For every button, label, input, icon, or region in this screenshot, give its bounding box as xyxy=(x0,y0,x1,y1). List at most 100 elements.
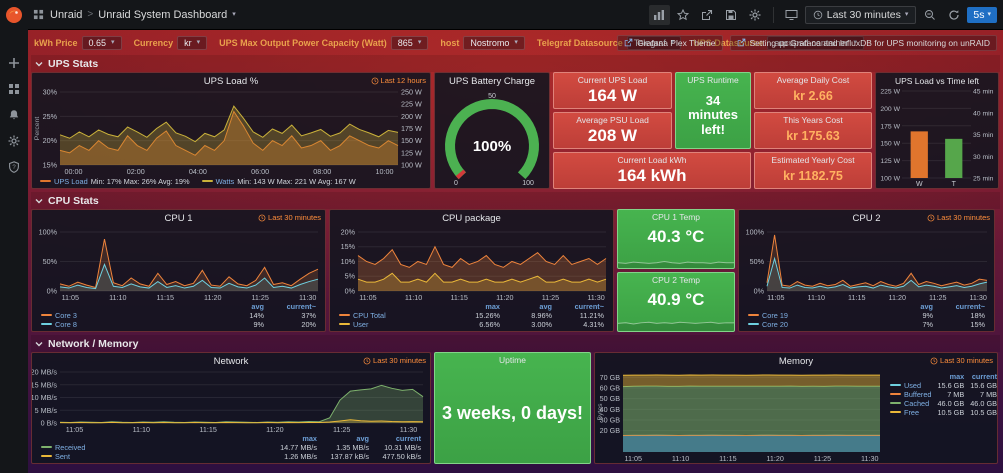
legend-column-header[interactable]: current~ xyxy=(286,302,316,311)
battery-gauge[interactable]: 0 50 100 100% xyxy=(435,88,549,188)
refresh-icon[interactable] xyxy=(943,5,964,25)
network-chart[interactable]: 20 MB/s 15 MB/s 10 MB/s 5 MB/s 0 B/s 11:05 11:… xyxy=(32,368,430,434)
help-shield-icon[interactable]: ? xyxy=(8,160,21,173)
panel-title[interactable]: Average Daily Cost xyxy=(776,75,850,85)
panel-title[interactable]: UPS Load % xyxy=(203,76,259,87)
panel-title[interactable]: Current UPS Load xyxy=(577,75,648,85)
legend-row[interactable]: Core 20 7% 15% xyxy=(745,320,988,329)
legend-column-header[interactable]: current~ xyxy=(955,302,985,311)
template-variable: Telegraf Datasource Telegraf ▾ xyxy=(537,35,682,50)
ups-vs-time-bar-chart[interactable]: 225 W 200 W 175 W 150 W 125 W 100 W 45 min 40 m… xyxy=(876,87,998,189)
panel-time-override: Last 30 minutes xyxy=(363,356,426,365)
legend-row[interactable]: Buffered 7 MB 7 MB xyxy=(887,390,997,399)
row-header-network-memory[interactable]: Network / Memory xyxy=(31,335,1000,352)
alerting-bell-icon[interactable] xyxy=(8,108,21,121)
panel-title[interactable]: CPU 2 xyxy=(852,213,881,224)
cpu-package-chart[interactable]: 20% 15% 10% 5% 0% 11:05 11:10 11:15 11:20 11:25 11… xyxy=(330,225,613,302)
legend-column-header[interactable]: max xyxy=(949,372,965,381)
breadcrumb-separator: > xyxy=(87,9,94,20)
variable-value-dropdown[interactable]: 0.65 ▾ xyxy=(81,35,122,50)
legend-item[interactable]: UPS Load Min: 17% Max: 26% Avg: 19% xyxy=(40,177,190,186)
dashboard-dropdown-caret-icon[interactable]: ▾ xyxy=(232,11,236,18)
panel-title[interactable]: CPU 1 xyxy=(164,213,193,224)
save-icon[interactable] xyxy=(721,5,742,25)
breadcrumb-root[interactable]: Unraid xyxy=(50,8,83,21)
legend-row[interactable]: Core 19 9% 18% xyxy=(745,311,988,320)
panel-title[interactable]: UPS Runtime xyxy=(687,75,739,85)
star-icon[interactable] xyxy=(673,5,694,25)
panel-title[interactable]: UPS Load vs Time left xyxy=(894,76,980,86)
legend-item[interactable]: Watts Min: 143 W Max: 221 W Avg: 167 W xyxy=(201,177,356,186)
memory-chart[interactable]: 70 GB 60 GB 50 GB 40 GB 30 GB 20 GB 11:05 11:10… xyxy=(595,368,887,463)
dashboard-link[interactable]: Setting up Grafana and InfluxDB for UPS … xyxy=(729,34,997,51)
panel-cpu2: CPU 2 Last 30 minutes 100% 50% 0% 11:05 11:1… xyxy=(738,209,995,332)
zoom-out-icon[interactable] xyxy=(919,5,940,25)
variable-value: 865 xyxy=(397,37,413,48)
legend-column-header[interactable]: avg xyxy=(539,302,552,311)
tv-mode-icon[interactable] xyxy=(781,5,802,25)
dashboard-title[interactable]: Unraid System Dashboard xyxy=(98,8,228,21)
panel-title[interactable]: This Years Cost xyxy=(783,115,843,125)
svg-text:35 min: 35 min xyxy=(973,132,994,139)
panel-average-daily-cost: Average Daily Cost kr 2.66 xyxy=(754,72,872,109)
dashboards-grid-icon[interactable] xyxy=(8,82,21,95)
dashboard-link[interactable]: Grafana Plex Theme xyxy=(617,34,723,51)
legend-row[interactable]: Used 15.6 GB 15.6 GB xyxy=(887,381,997,390)
create-plus-icon[interactable] xyxy=(8,56,21,69)
dashboard-settings-gear-icon[interactable] xyxy=(745,5,766,25)
refresh-interval-button[interactable]: 5s ▾ xyxy=(967,6,997,23)
svg-text:150 W: 150 W xyxy=(401,136,422,145)
panel-title[interactable]: Average PSU Load xyxy=(576,115,649,125)
legend-column-header[interactable]: current xyxy=(971,372,998,381)
legend-column-header[interactable]: max xyxy=(302,434,317,443)
legend-row[interactable]: Cached 46.0 GB 46.0 GB xyxy=(887,399,997,408)
svg-text:30 GB: 30 GB xyxy=(600,416,621,425)
variable-value-dropdown[interactable]: apcupsd-container ▾ xyxy=(767,35,864,50)
stat-value: 208 W xyxy=(587,126,638,145)
panel-title[interactable]: CPU package xyxy=(442,213,501,224)
ups-load-chart[interactable]: 30% 25% 20% 15% 250 W 225 W 200 W 175 W 150 W 125… xyxy=(32,88,430,176)
panel-title[interactable]: Memory xyxy=(778,356,814,367)
legend-row[interactable]: Sent 1.26 MB/s 137.87 kB/s 477.50 kB/s xyxy=(38,452,424,461)
chart-canvas: 30% 25% 20% 15% 250 W 225 W 200 W 175 W 150 W 125… xyxy=(34,88,422,176)
row-header-cpu-stats[interactable]: CPU Stats xyxy=(31,192,1000,209)
panel-title[interactable]: CPU 2 Temp xyxy=(651,275,701,285)
chevron-down-icon: ▾ xyxy=(853,39,857,46)
panel-title[interactable]: CPU 1 Temp xyxy=(651,212,701,222)
svg-text:100%: 100% xyxy=(473,138,511,155)
svg-text:50: 50 xyxy=(488,93,496,100)
legend-column-header[interactable]: avg xyxy=(356,434,369,443)
variable-value-dropdown[interactable]: kr ▾ xyxy=(177,35,208,50)
svg-text:0%: 0% xyxy=(754,287,765,296)
panel-title[interactable]: Uptime xyxy=(499,355,526,365)
panel-title[interactable]: Estimated Yearly Cost xyxy=(771,155,855,165)
grafana-logo-icon[interactable] xyxy=(0,0,28,30)
settings-gear-icon[interactable] xyxy=(8,134,21,147)
row-header-ups-stats[interactable]: UPS Stats xyxy=(31,55,1000,72)
legend-row[interactable]: User 6.56% 3.00% 4.31% xyxy=(336,320,607,329)
panel-network: Network Last 30 minutes 20 MB/s 15 MB/s 10… xyxy=(31,352,431,464)
svg-text:0: 0 xyxy=(454,180,458,187)
time-range-picker[interactable]: Last 30 minutes ▾ xyxy=(804,5,917,24)
legend-column-header[interactable]: max xyxy=(485,302,500,311)
cpu2-chart[interactable]: 100% 50% 0% 11:05 11:10 11:15 11:20 11:25 11:30 xyxy=(739,225,994,302)
cycle-view-icon[interactable] xyxy=(648,4,670,25)
legend-column-header[interactable]: avg xyxy=(251,302,264,311)
legend-row[interactable]: Core 3 14% 37% xyxy=(38,311,319,320)
variable-value-dropdown[interactable]: Telegraf ▾ xyxy=(626,35,682,50)
variable-value-dropdown[interactable]: Nostromo ▾ xyxy=(463,35,525,50)
variable-value-dropdown[interactable]: 865 ▾ xyxy=(390,35,429,50)
legend-column-header[interactable]: avg xyxy=(920,302,933,311)
panel-title[interactable]: UPS Battery Charge xyxy=(448,76,536,87)
legend-row[interactable]: Received 14.77 MB/s 1.35 MB/s 10.31 MB/s xyxy=(38,443,424,452)
panel-title[interactable]: Current Load kWh xyxy=(617,155,687,165)
svg-text:100 W: 100 W xyxy=(401,161,422,170)
cpu1-chart[interactable]: 100% 50% 0% 11:05 11:10 11:15 11:20 11:25 11:30 xyxy=(32,225,325,302)
panel-title[interactable]: Network xyxy=(213,356,249,367)
legend-column-header[interactable]: current~ xyxy=(574,302,604,311)
legend-row[interactable]: Core 8 9% 20% xyxy=(38,320,319,329)
share-icon[interactable] xyxy=(697,5,718,25)
legend-column-header[interactable]: current xyxy=(395,434,421,443)
legend-row[interactable]: CPU Total 15.26% 8.96% 11.21% xyxy=(336,311,607,320)
legend-row[interactable]: Free 10.5 GB 10.5 GB xyxy=(887,408,997,417)
